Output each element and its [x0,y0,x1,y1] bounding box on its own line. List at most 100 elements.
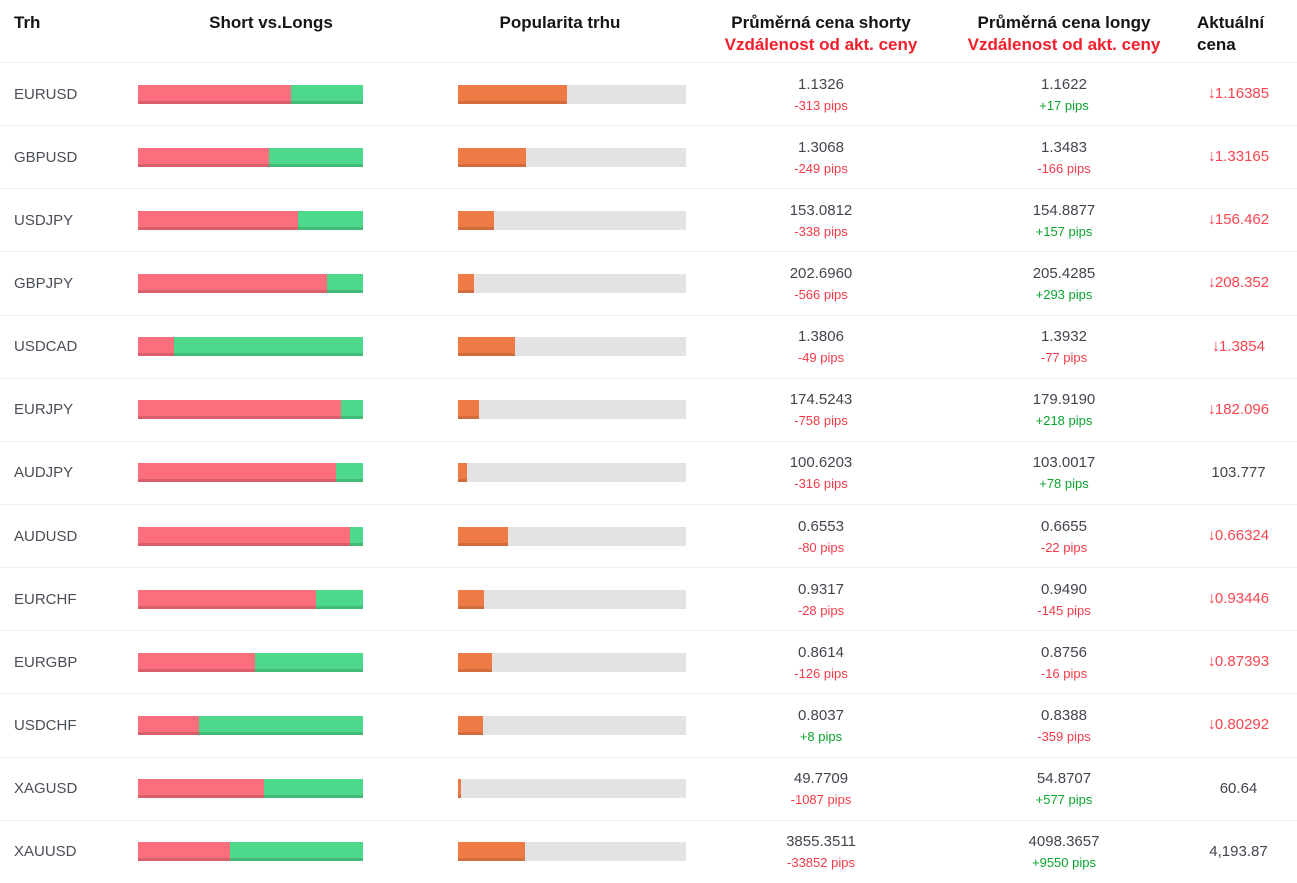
short-vs-long-bar [138,779,363,799]
current-price: ↓60.64 [1186,780,1297,797]
short-pips: -33852 pips [787,855,855,871]
header-avg-long-title: Průměrná cena longy [977,13,1151,32]
short-vs-long-bar-cell [122,210,420,230]
table-row[interactable]: USDCAD 1.3806 -49 pips 1.3932 -77 pips ↓… [0,314,1297,378]
table-row[interactable]: USDJPY 153.0812 -338 pips 154.8877 +157 … [0,188,1297,251]
short-vs-long-bar-cell [122,463,420,483]
popularity-bar-track [458,715,686,735]
short-price: 0.8614 [798,643,844,661]
table-row[interactable]: XAGUSD 49.7709 -1087 pips 54.8707 +577 p… [0,756,1297,820]
short-bar-segment [138,589,316,609]
market-symbol: USDCHF [14,716,77,734]
short-pips: -758 pips [794,413,848,429]
short-price: 202.6960 [789,264,853,282]
short-vs-long-bar-cell [122,652,420,672]
popularity-bar-fill [458,526,509,546]
short-bar-segment [138,84,291,104]
short-pips: -313 pips [794,97,848,113]
short-bar-segment [138,147,269,167]
long-bar-segment [291,84,363,104]
long-bar-segment [327,273,363,293]
short-vs-long-bar-cell [122,273,420,293]
avg-short-price-cell: 0.8037 +8 pips [700,707,942,744]
long-pips: -16 pips [1040,665,1088,681]
market-symbol: AUDUSD [14,527,78,545]
long-price: 0.9490 [1041,580,1087,598]
popularity-bar-fill [458,210,495,230]
long-pips: +78 pips [1039,476,1089,492]
table-row[interactable]: AUDJPY 100.6203 -316 pips 103.0017 +78 p… [0,440,1297,504]
table-row[interactable]: XAUUSD 3855.3511 -33852 pips 4098.3657 +… [0,819,1297,883]
long-bar-segment [336,463,363,483]
short-vs-long-bar-cell [122,84,420,104]
long-price: 54.8707 [1036,770,1092,788]
current-price: ↓0.87393 [1186,653,1297,671]
short-vs-long-bar-cell [122,337,420,357]
current-price-value: 0.87393 [1214,653,1270,671]
header-short-vs-longs: Short vs.Longs [209,13,333,32]
long-pips: +17 pips [1039,97,1089,113]
table-row[interactable]: EURJPY 174.5243 -758 pips 179.9190 +218 … [0,377,1297,441]
long-price: 205.4285 [1032,264,1096,282]
market-symbol: XAUUSD [14,843,77,861]
table-row[interactable]: EURCHF 0.9317 -28 pips 0.9490 -145 pips … [0,567,1297,630]
avg-short-price-cell: 3855.3511 -33852 pips [700,833,942,870]
avg-long-price-cell: 179.9190 +218 pips [942,391,1186,428]
long-bar-segment [255,652,363,672]
short-bar-segment [138,210,298,230]
long-pips: +577 pips [1035,792,1093,808]
table-row[interactable]: EURUSD 1.1326 -313 pips 1.1622 +17 pips … [0,62,1297,125]
header-avg-long: Průměrná cena longy Vzdálenost od akt. c… [942,0,1186,56]
long-price: 0.8756 [1041,643,1087,661]
short-vs-long-bar-cell [122,779,420,799]
long-pips: +9550 pips [1032,855,1096,871]
current-price-value: 156.462 [1214,211,1270,229]
short-vs-long-bar [138,400,363,420]
popularity-bar-fill [458,842,526,862]
popularity-bar-track [458,210,686,230]
avg-long-price-cell: 0.6655 -22 pips [942,518,1186,555]
popularity-bar-fill [458,147,527,167]
short-bar-segment [138,400,341,420]
table-header-row: Trh Short vs.Longs Popularita trhu Průmě… [0,0,1297,62]
down-arrow-icon: ↓ [1207,85,1216,103]
popularity-bar-cell [420,526,700,546]
table-row[interactable]: USDCHF 0.8037 +8 pips 0.8388 -359 pips ↓… [0,693,1297,756]
long-bar-segment [268,147,363,167]
table-row[interactable]: GBPUSD 1.3068 -249 pips 1.3483 -166 pips… [0,125,1297,188]
avg-short-price-cell: 0.8614 -126 pips [700,644,942,681]
long-price: 0.8388 [1041,706,1087,724]
popularity-bar-cell [420,589,700,609]
down-arrow-icon: ↓ [1207,653,1216,671]
popularity-bar-cell [420,84,700,104]
table-row[interactable]: EURGBP 0.8614 -126 pips 0.8756 -16 pips … [0,630,1297,693]
short-vs-long-bar [138,84,363,104]
avg-long-price-cell: 154.8877 +157 pips [942,202,1186,239]
avg-long-price-cell: 205.4285 +293 pips [942,265,1186,302]
avg-long-price-cell: 1.1622 +17 pips [942,76,1186,113]
short-vs-long-bar-cell [122,526,420,546]
long-price: 0.6655 [1041,517,1087,535]
short-pips: -28 pips [797,602,845,618]
current-price-value: 0.66324 [1214,527,1270,545]
short-price: 1.1326 [798,75,844,93]
avg-long-price-cell: 0.8756 -16 pips [942,644,1186,681]
short-pips: -249 pips [794,160,848,176]
avg-long-price-cell: 4098.3657 +9550 pips [942,833,1186,870]
popularity-bar-track [458,779,686,799]
header-avg-short-title: Průměrná cena shorty [731,13,911,32]
short-vs-long-bar [138,652,363,672]
popularity-bar-track [458,589,686,609]
table-row[interactable]: GBPJPY 202.6960 -566 pips 205.4285 +293 … [0,251,1297,314]
current-price: ↓103.777 [1186,464,1297,481]
popularity-bar-cell [420,337,700,357]
table-row[interactable]: AUDUSD 0.6553 -80 pips 0.6655 -22 pips ↓… [0,503,1297,567]
short-bar-segment [138,715,199,735]
long-price: 4098.3657 [1028,833,1100,851]
short-bar-segment [138,463,336,483]
avg-short-price-cell: 0.6553 -80 pips [700,518,942,555]
short-vs-long-bar [138,210,363,230]
current-price: ↓0.66324 [1186,527,1297,545]
short-price: 1.3068 [798,138,844,156]
